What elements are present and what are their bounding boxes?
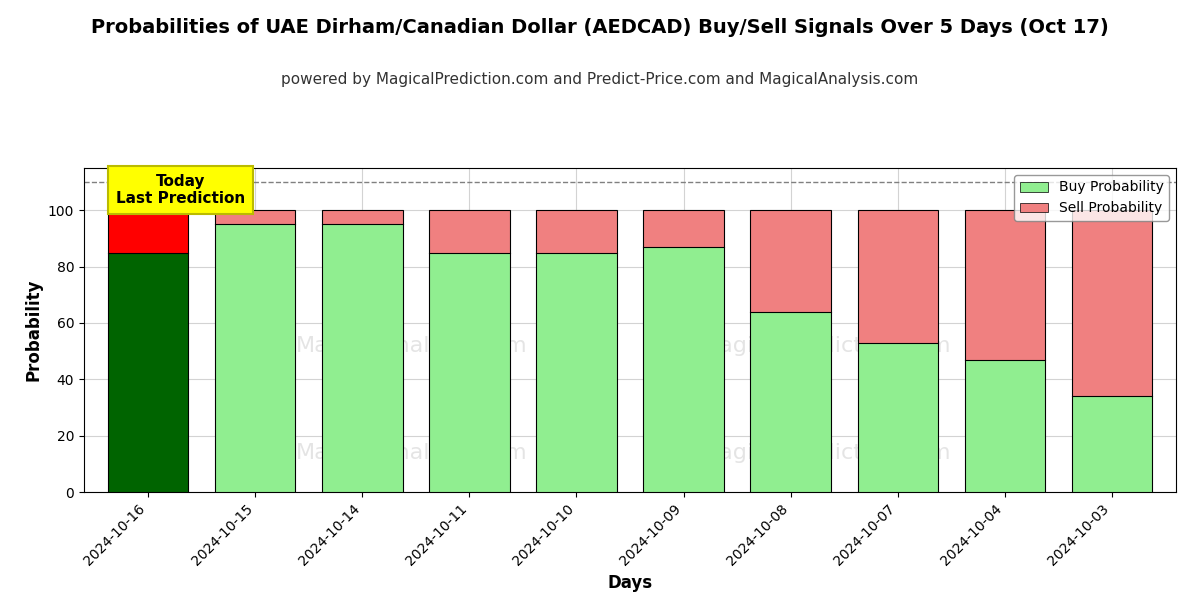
- Text: MagicalAnalysis.com: MagicalAnalysis.com: [295, 336, 528, 356]
- Bar: [965, 210, 1045, 492]
- Bar: [536, 210, 617, 492]
- Bar: [643, 210, 724, 247]
- Bar: [430, 210, 510, 492]
- Text: Probabilities of UAE Dirham/Canadian Dollar (AEDCAD) Buy/Sell Signals Over 5 Day: Probabilities of UAE Dirham/Canadian Dol…: [91, 18, 1109, 37]
- Bar: [536, 210, 617, 253]
- Text: powered by MagicalPrediction.com and Predict-Price.com and MagicalAnalysis.com: powered by MagicalPrediction.com and Pre…: [281, 72, 919, 87]
- X-axis label: Days: Days: [607, 574, 653, 592]
- Bar: [750, 311, 830, 492]
- Bar: [536, 253, 617, 492]
- Text: MagicalPrediction.com: MagicalPrediction.com: [701, 443, 952, 463]
- Bar: [323, 210, 402, 492]
- Legend: Buy Probability, Sell Probability: Buy Probability, Sell Probability: [1014, 175, 1169, 221]
- Bar: [643, 247, 724, 492]
- Bar: [108, 210, 188, 492]
- Bar: [108, 210, 188, 253]
- Text: Today
Last Prediction: Today Last Prediction: [115, 173, 245, 206]
- Bar: [215, 210, 295, 224]
- Bar: [858, 210, 937, 343]
- Bar: [1072, 210, 1152, 492]
- Text: MagicalAnalysis.com: MagicalAnalysis.com: [295, 443, 528, 463]
- Bar: [430, 210, 510, 253]
- Bar: [323, 224, 402, 492]
- Bar: [1072, 210, 1152, 396]
- Bar: [965, 210, 1045, 359]
- Bar: [108, 253, 188, 492]
- Bar: [750, 210, 830, 311]
- Bar: [965, 359, 1045, 492]
- Bar: [643, 210, 724, 492]
- Bar: [215, 224, 295, 492]
- Bar: [215, 210, 295, 492]
- Bar: [323, 210, 402, 224]
- Y-axis label: Probability: Probability: [24, 279, 42, 381]
- Bar: [430, 253, 510, 492]
- Text: MagicalPrediction.com: MagicalPrediction.com: [701, 336, 952, 356]
- Bar: [858, 343, 937, 492]
- Bar: [1072, 396, 1152, 492]
- Bar: [750, 210, 830, 492]
- Bar: [858, 210, 937, 492]
